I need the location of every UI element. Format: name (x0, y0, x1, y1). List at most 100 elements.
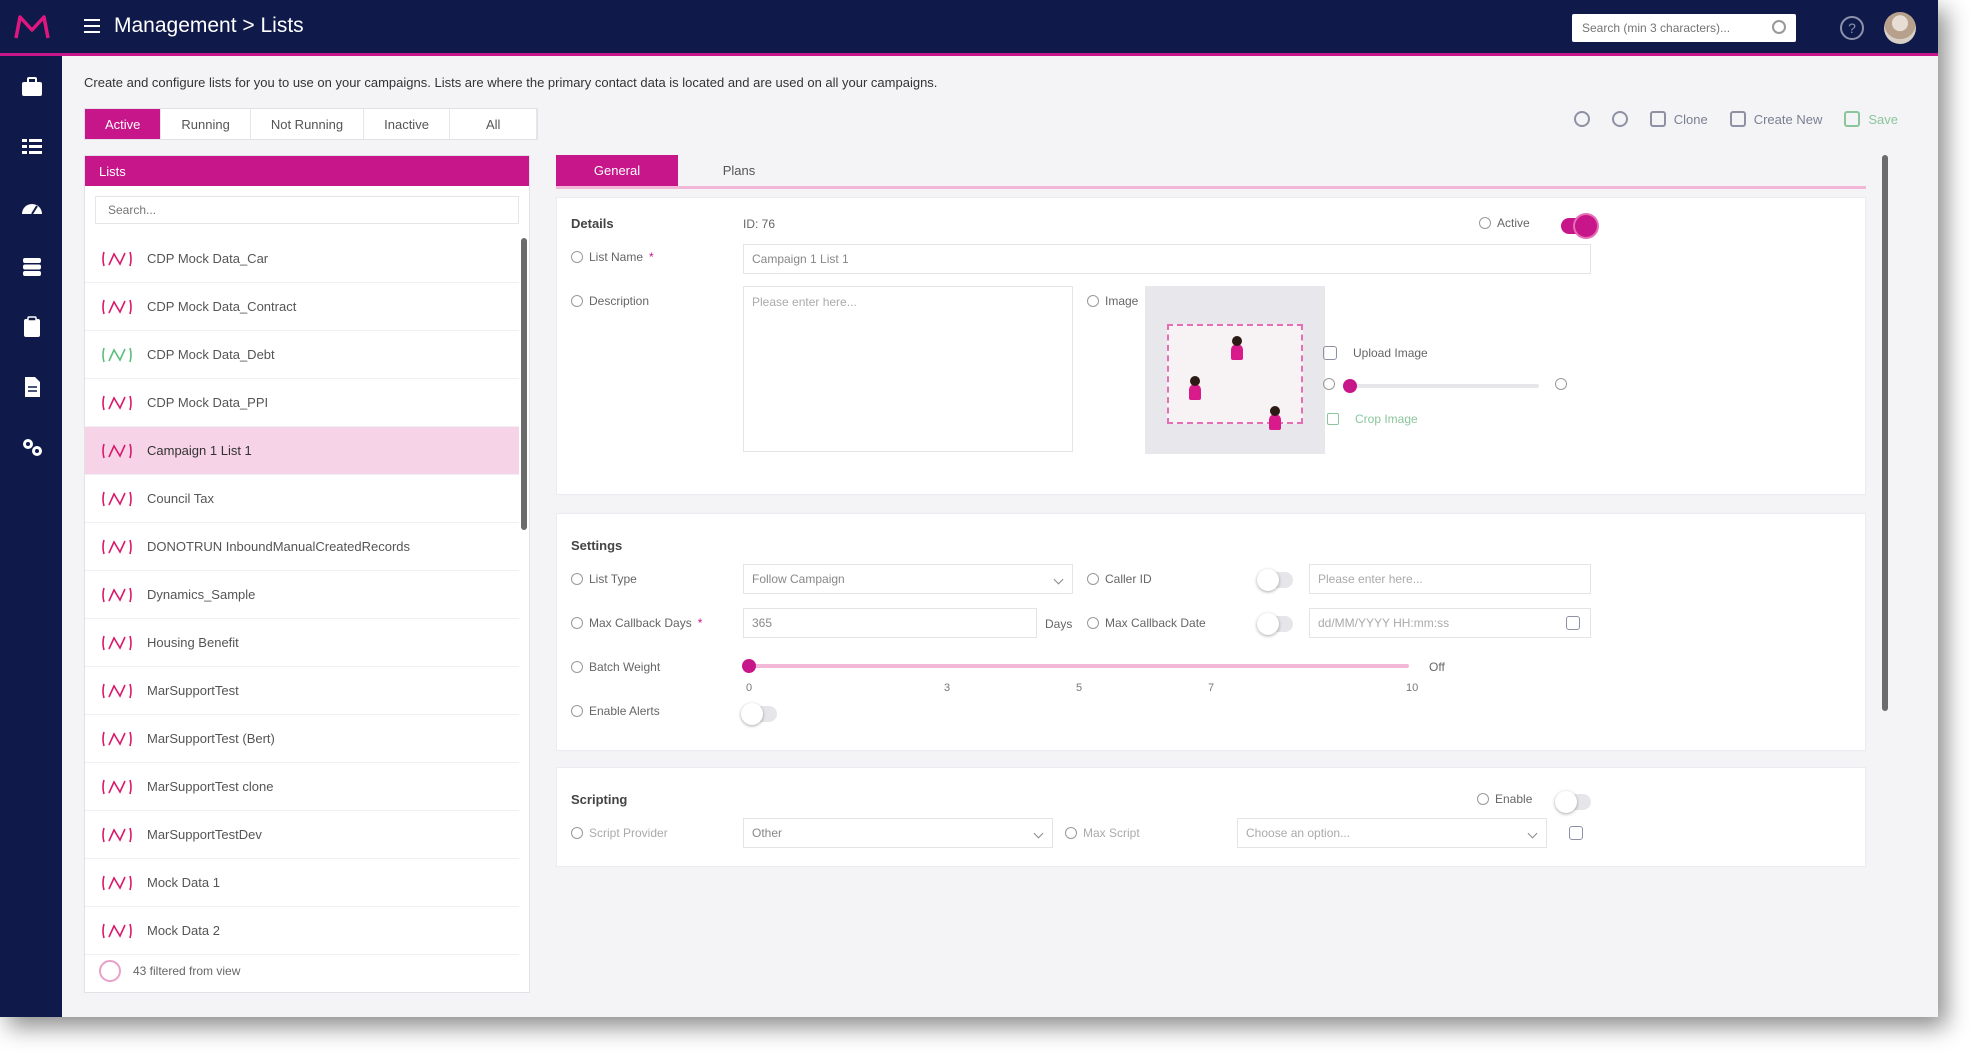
database-icon[interactable] (20, 256, 44, 278)
max-script-select[interactable]: Choose an option... (1237, 818, 1547, 848)
list-item[interactable]: Campaign 1 List 1 (85, 427, 519, 475)
document-icon[interactable] (20, 376, 44, 398)
question-icon[interactable]: ? (1840, 16, 1864, 40)
zoom-in-icon[interactable] (1555, 378, 1567, 390)
dashboard-icon[interactable] (20, 196, 44, 218)
detail-scrollbar[interactable] (1882, 155, 1888, 711)
enable-alerts-toggle[interactable] (741, 703, 777, 725)
list-item-label: CDP Mock Data_Car (147, 251, 269, 266)
list-id: ID: 76 (743, 217, 776, 231)
batch-weight-tick-label: 7 (1208, 682, 1215, 694)
crop-image-button[interactable]: Crop Image (1327, 412, 1418, 426)
scripting-enable-toggle[interactable] (1555, 791, 1591, 813)
list-item[interactable]: CDP Mock Data_Debt (85, 331, 519, 379)
tab-plans[interactable]: Plans (722, 163, 756, 178)
list-item[interactable]: CDP Mock Data_PPI (85, 379, 519, 427)
help-icon (1087, 295, 1099, 307)
create-new-button[interactable]: Create New (1729, 111, 1823, 127)
clone-button[interactable]: Clone (1649, 111, 1708, 127)
briefcase-icon[interactable] (20, 76, 44, 98)
refresh-button[interactable] (1611, 111, 1628, 127)
lists-header: Lists (85, 156, 529, 186)
list-status-icon (102, 491, 132, 506)
list-name-label: List Name * (571, 250, 654, 264)
list-item-label: Housing Benefit (147, 635, 239, 650)
save-button[interactable]: Save (1844, 111, 1898, 127)
list-status-icon (102, 683, 132, 698)
global-search-input[interactable] (1572, 14, 1796, 42)
list-item-label: Campaign 1 List 1 (147, 443, 252, 458)
chevron-down-icon (1053, 574, 1064, 585)
upload-image-button[interactable]: Upload Image (1323, 346, 1428, 360)
list-type-label: List Type (571, 572, 637, 586)
chevron-down-icon (1033, 828, 1044, 839)
clone-label: Clone (1673, 111, 1708, 127)
list-status-icon (102, 827, 132, 842)
list-item[interactable]: CDP Mock Data_Contract (85, 283, 519, 331)
list-icon[interactable] (20, 136, 44, 158)
tab-active[interactable]: Active (85, 109, 162, 139)
details-title: Details (571, 216, 614, 231)
avatar[interactable] (1884, 12, 1916, 44)
list-item-label: Mock Data 1 (147, 875, 220, 890)
list-item[interactable]: MarSupportTestDev (85, 811, 519, 859)
list-status-icon (102, 443, 132, 458)
caller-id-input[interactable]: Please enter here... (1309, 564, 1591, 594)
list-item[interactable]: CDP Mock Data_Car (85, 235, 519, 283)
create-new-label: Create New (1753, 111, 1823, 127)
help-icon (1087, 617, 1099, 629)
details-card: Details ID: 76 Active List Name * Campaig… (556, 197, 1866, 495)
caller-id-toggle[interactable] (1257, 569, 1293, 591)
list-item[interactable]: Housing Benefit (85, 619, 519, 667)
list-item[interactable]: Mock Data 1 (85, 859, 519, 907)
days-unit: Days (1045, 617, 1073, 631)
script-provider-select[interactable]: Other (743, 818, 1053, 848)
tab-running[interactable]: Running (161, 109, 251, 139)
tab-all[interactable]: All (450, 109, 538, 139)
max-callback-date-toggle[interactable] (1257, 613, 1293, 635)
menu-toggle-icon[interactable] (76, 17, 100, 39)
list-status-icon (102, 299, 132, 314)
lists-search-input[interactable] (95, 196, 519, 224)
zoom-slider-knob[interactable] (1343, 379, 1357, 393)
list-item[interactable]: MarSupportTest (Bert) (85, 715, 519, 763)
settings-icon[interactable] (20, 436, 44, 458)
info-icon (99, 960, 121, 982)
caller-id-label: Caller ID (1087, 572, 1152, 586)
lists-scrollbar[interactable] (521, 238, 527, 530)
logo-icon (14, 15, 50, 39)
zoom-out-icon[interactable] (1323, 378, 1335, 390)
list-item[interactable]: Mock Data 2 (85, 907, 519, 955)
active-toggle[interactable] (1561, 215, 1597, 237)
search-icon[interactable] (1772, 20, 1786, 34)
list-type-select[interactable]: Follow Campaign (743, 564, 1073, 594)
list-item[interactable]: Council Tax (85, 475, 519, 523)
list-item[interactable]: DONOTRUN InboundManualCreatedRecords (85, 523, 519, 571)
max-callback-date-input[interactable]: dd/MM/YYYY HH:mm:ss (1309, 608, 1591, 638)
tab-general[interactable]: General (556, 155, 678, 186)
tab-not-running[interactable]: Not Running (251, 109, 365, 139)
max-callback-days-input[interactable]: 365 (743, 608, 1037, 638)
zoom-slider-track[interactable] (1349, 384, 1539, 388)
enable-alerts-label: Enable Alerts (571, 704, 660, 718)
person-figure (1189, 376, 1201, 400)
status-tabs: Active Running Not Running Inactive All (84, 108, 539, 140)
list-item[interactable]: MarSupportTest (85, 667, 519, 715)
calendar-icon[interactable] (1566, 616, 1580, 630)
list-name-input[interactable]: Campaign 1 List 1 (743, 244, 1591, 274)
clipboard-icon[interactable] (20, 316, 44, 338)
script-provider-label: Script Provider (571, 826, 668, 840)
tab-inactive[interactable]: Inactive (364, 109, 450, 139)
batch-weight-knob[interactable] (742, 659, 756, 673)
batch-weight-track[interactable] (749, 664, 1409, 668)
toolbar: Clone Create New Save (1573, 111, 1898, 127)
detail-tabs: General Plans (556, 155, 1866, 189)
description-textarea[interactable]: Please enter here... (743, 286, 1073, 452)
image-crop-area[interactable] (1167, 324, 1303, 430)
list-item-label: Dynamics_Sample (147, 587, 256, 602)
side-rail (0, 56, 62, 1017)
list-item[interactable]: Dynamics_Sample (85, 571, 519, 619)
list-item[interactable]: MarSupportTest clone (85, 763, 519, 811)
edit-icon[interactable] (1569, 826, 1583, 840)
undo-button[interactable] (1573, 111, 1590, 127)
